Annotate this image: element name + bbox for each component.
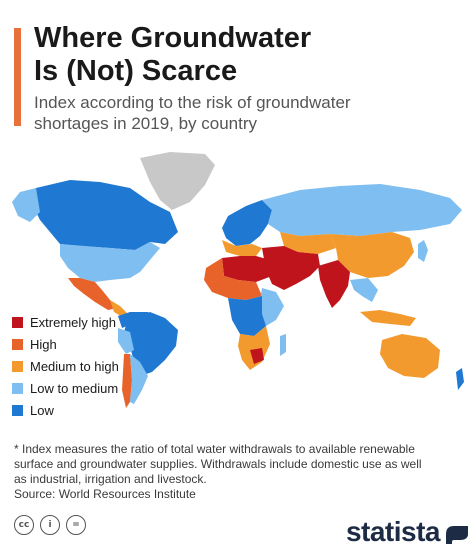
map-region-argentina (130, 354, 148, 404)
map-region-middle-east (262, 246, 320, 290)
map-region-sahel (204, 258, 262, 300)
legend-swatch (12, 316, 23, 328)
map-region-southern-europe (222, 240, 262, 256)
map-region-north-africa (222, 256, 272, 282)
statista-mark-icon (446, 526, 468, 544)
legend-item: Extremely high (12, 311, 119, 333)
chart-title: Where Groundwater Is (Not) Scarce (34, 22, 312, 87)
map-region-australia (380, 334, 440, 378)
nd-icon[interactable]: = (66, 515, 86, 535)
legend-swatch (12, 360, 23, 372)
source-credit: Source: World Resources Institute (14, 487, 196, 501)
legend-label: High (30, 336, 57, 352)
cc-icon[interactable]: cc (14, 515, 34, 535)
map-region-mexico (68, 278, 118, 310)
map-region-usa (60, 242, 160, 282)
map-region-chile (122, 354, 132, 408)
map-region-japan (418, 240, 428, 262)
legend-label: Low to medium (30, 380, 119, 396)
legend-swatch (12, 404, 23, 416)
legend-swatch (12, 338, 23, 350)
map-region-madagascar (280, 334, 286, 356)
map-region-central-america (110, 300, 128, 318)
legend-label: Extremely high (30, 314, 116, 330)
map-region-peru-bolivia (118, 328, 134, 354)
map-legend: Extremely high High Medium to high Low t… (12, 311, 119, 421)
by-icon[interactable]: i (40, 515, 60, 535)
world-map-svg (12, 152, 464, 408)
map-region-central-asia (280, 232, 336, 254)
legend-label: Medium to high (30, 358, 119, 374)
map-region-south-africa (250, 348, 264, 364)
map-region-greenland (140, 152, 215, 210)
world-map (0, 140, 474, 415)
legend-label: Low (30, 402, 54, 418)
statista-logo[interactable]: statista (304, 508, 474, 553)
legend-swatch (12, 382, 23, 394)
map-region-russia (262, 184, 462, 236)
map-region-china (330, 232, 414, 278)
title-accent-bar (14, 28, 21, 126)
legend-item: Medium to high (12, 355, 119, 377)
brand-name: statista (345, 516, 441, 547)
map-region-east-africa (258, 288, 284, 326)
legend-item: Low to medium (12, 377, 119, 399)
chart-subtitle: Index according to the risk of groundwat… (34, 93, 351, 133)
map-region-alaska (12, 188, 40, 222)
map-region-new-zealand (456, 368, 464, 390)
map-region-central-africa (228, 296, 266, 336)
footnote: * Index measures the ratio of total wate… (14, 442, 422, 486)
map-region-india (318, 260, 350, 308)
map-region-indonesia (360, 310, 416, 326)
legend-item: Low (12, 399, 119, 421)
map-region-europe (222, 200, 272, 246)
map-region-southeast-asia (350, 278, 378, 302)
license-icons: cc i = (14, 515, 86, 535)
map-region-colombia-venezuela (118, 312, 150, 328)
map-region-canada (32, 180, 178, 250)
legend-item: High (12, 333, 119, 355)
